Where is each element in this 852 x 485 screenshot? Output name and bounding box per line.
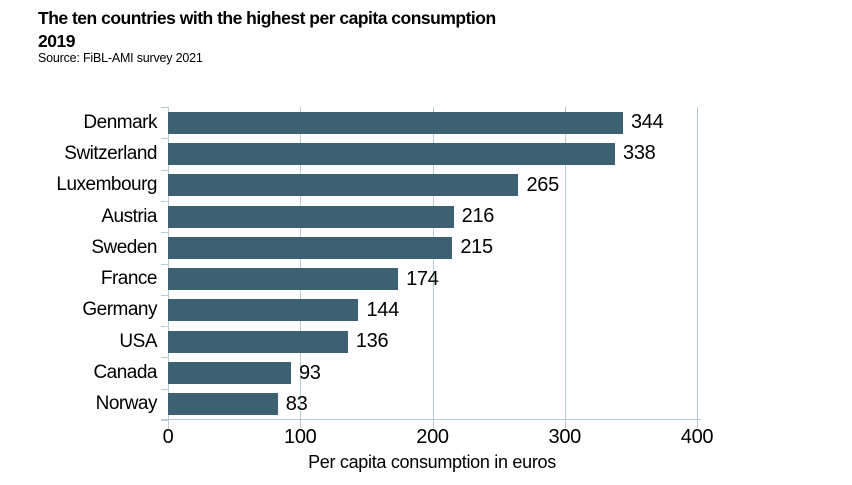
gridline [300, 107, 302, 420]
bar [168, 174, 519, 197]
category-label: Sweden [91, 236, 157, 258]
bar [168, 142, 615, 165]
y-axis-tick [161, 107, 168, 108]
category-label: Germany [82, 299, 157, 321]
bar [168, 111, 623, 134]
y-axis-tick [161, 263, 168, 265]
category-label: Norway [95, 393, 158, 415]
category-label: USA [119, 330, 157, 352]
category-label: France [100, 268, 158, 290]
bar-value-label: 216 [461, 205, 495, 228]
bar-value-label: 265 [526, 173, 559, 196]
bar [168, 299, 359, 322]
category-label: Austria [101, 205, 157, 227]
bar [168, 268, 399, 291]
bar-value-label: 344 [630, 111, 664, 134]
y-axis-tick [161, 232, 168, 234]
bar [168, 393, 278, 416]
x-tick-label: 0 [162, 426, 174, 448]
bar-row: 136 [168, 326, 697, 357]
bar-row: 174 [168, 264, 697, 295]
x-axis-tick [300, 420, 302, 428]
plot-area: 344 338 265 216 215 174 144 136 93 83 [161, 107, 701, 428]
y-axis-tick [161, 388, 168, 390]
y-axis-tick [161, 138, 168, 140]
bar [168, 236, 453, 259]
bar-value-label: 338 [623, 142, 656, 165]
bar-row: 265 [168, 170, 697, 201]
chart-title-line2: 2019 [38, 31, 75, 51]
x-axis-tick [432, 420, 434, 428]
x-axis-tick [168, 420, 169, 428]
y-axis-category-labels: Denmark Switzerland Luxembourg Austria Swede… [0, 107, 157, 420]
bar-value-label: 136 [355, 330, 389, 353]
bar [168, 330, 348, 353]
category-label: Canada [93, 362, 157, 384]
x-tick-label: 300 [548, 426, 582, 448]
gridline [564, 107, 566, 420]
bar [168, 362, 291, 385]
x-axis-line [161, 419, 701, 420]
y-axis-tick [161, 200, 168, 202]
bar-row: 216 [168, 201, 697, 232]
x-tick-label: 400 [680, 426, 714, 448]
bar-row: 215 [168, 232, 697, 263]
x-axis-tick [564, 420, 566, 428]
bar-row: 338 [168, 138, 697, 169]
bar [168, 205, 454, 228]
x-tick-label: 100 [284, 426, 317, 448]
bar-value-label: 93 [298, 361, 321, 384]
x-axis-tick [697, 420, 698, 428]
y-axis-tick [161, 169, 168, 171]
category-label: Switzerland [64, 142, 157, 164]
bar-row: 93 [168, 357, 697, 388]
bar-value-label: 215 [460, 236, 493, 259]
chart-title-line1: The ten countries with the highest per c… [38, 8, 496, 28]
y-axis-tick [161, 294, 168, 296]
y-axis-tick [161, 420, 168, 421]
chart-source: Source: FiBL-AMI survey 2021 [38, 51, 203, 65]
gridline [697, 107, 698, 420]
y-axis-tick [161, 357, 168, 359]
bar-value-label: 144 [366, 298, 399, 321]
x-tick-label: 200 [416, 426, 449, 448]
y-axis-tick [161, 326, 168, 328]
x-axis-title: Per capita consumption in euros [308, 452, 556, 472]
bar-row: 83 [168, 389, 697, 420]
category-label: Denmark [83, 111, 157, 133]
gridline [432, 107, 434, 420]
y-axis-line [168, 107, 169, 420]
bar-value-label: 174 [406, 267, 439, 290]
bar-value-label: 83 [285, 392, 308, 415]
category-label: Luxembourg [56, 174, 157, 196]
bar-row: 144 [168, 295, 697, 326]
bar-row: 344 [168, 107, 697, 138]
chart-title: The ten countries with the highest per c… [38, 7, 496, 53]
